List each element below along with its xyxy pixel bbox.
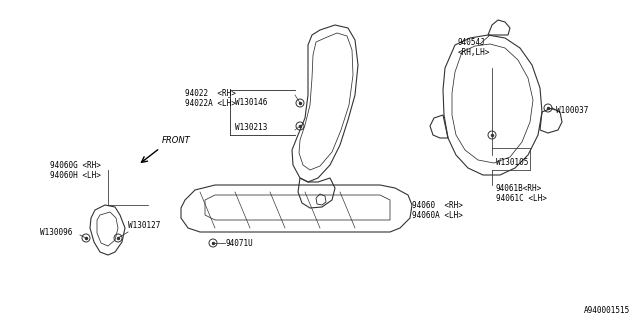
Text: 94060H <LH>: 94060H <LH> (50, 171, 101, 180)
Text: 94054J: 94054J (458, 37, 486, 46)
Text: 94022A <LH>: 94022A <LH> (185, 99, 236, 108)
Text: 94060A <LH>: 94060A <LH> (412, 211, 463, 220)
Text: 94060  <RH>: 94060 <RH> (412, 201, 463, 210)
Text: 94061B<RH>: 94061B<RH> (496, 183, 542, 193)
Text: W130127: W130127 (128, 220, 161, 229)
Text: FRONT: FRONT (162, 136, 191, 145)
Text: 94071U: 94071U (226, 238, 253, 247)
Text: W100037: W100037 (556, 106, 588, 115)
Text: <RH,LH>: <RH,LH> (458, 47, 490, 57)
Text: W130096: W130096 (40, 228, 72, 236)
Text: W130213: W130213 (235, 123, 268, 132)
Text: W130105: W130105 (496, 157, 529, 166)
Text: 94060G <RH>: 94060G <RH> (50, 161, 101, 170)
Text: A940001515: A940001515 (584, 306, 630, 315)
Text: 94022  <RH>: 94022 <RH> (185, 89, 236, 98)
Text: 94061C <LH>: 94061C <LH> (496, 194, 547, 203)
Text: W130146: W130146 (235, 98, 268, 107)
